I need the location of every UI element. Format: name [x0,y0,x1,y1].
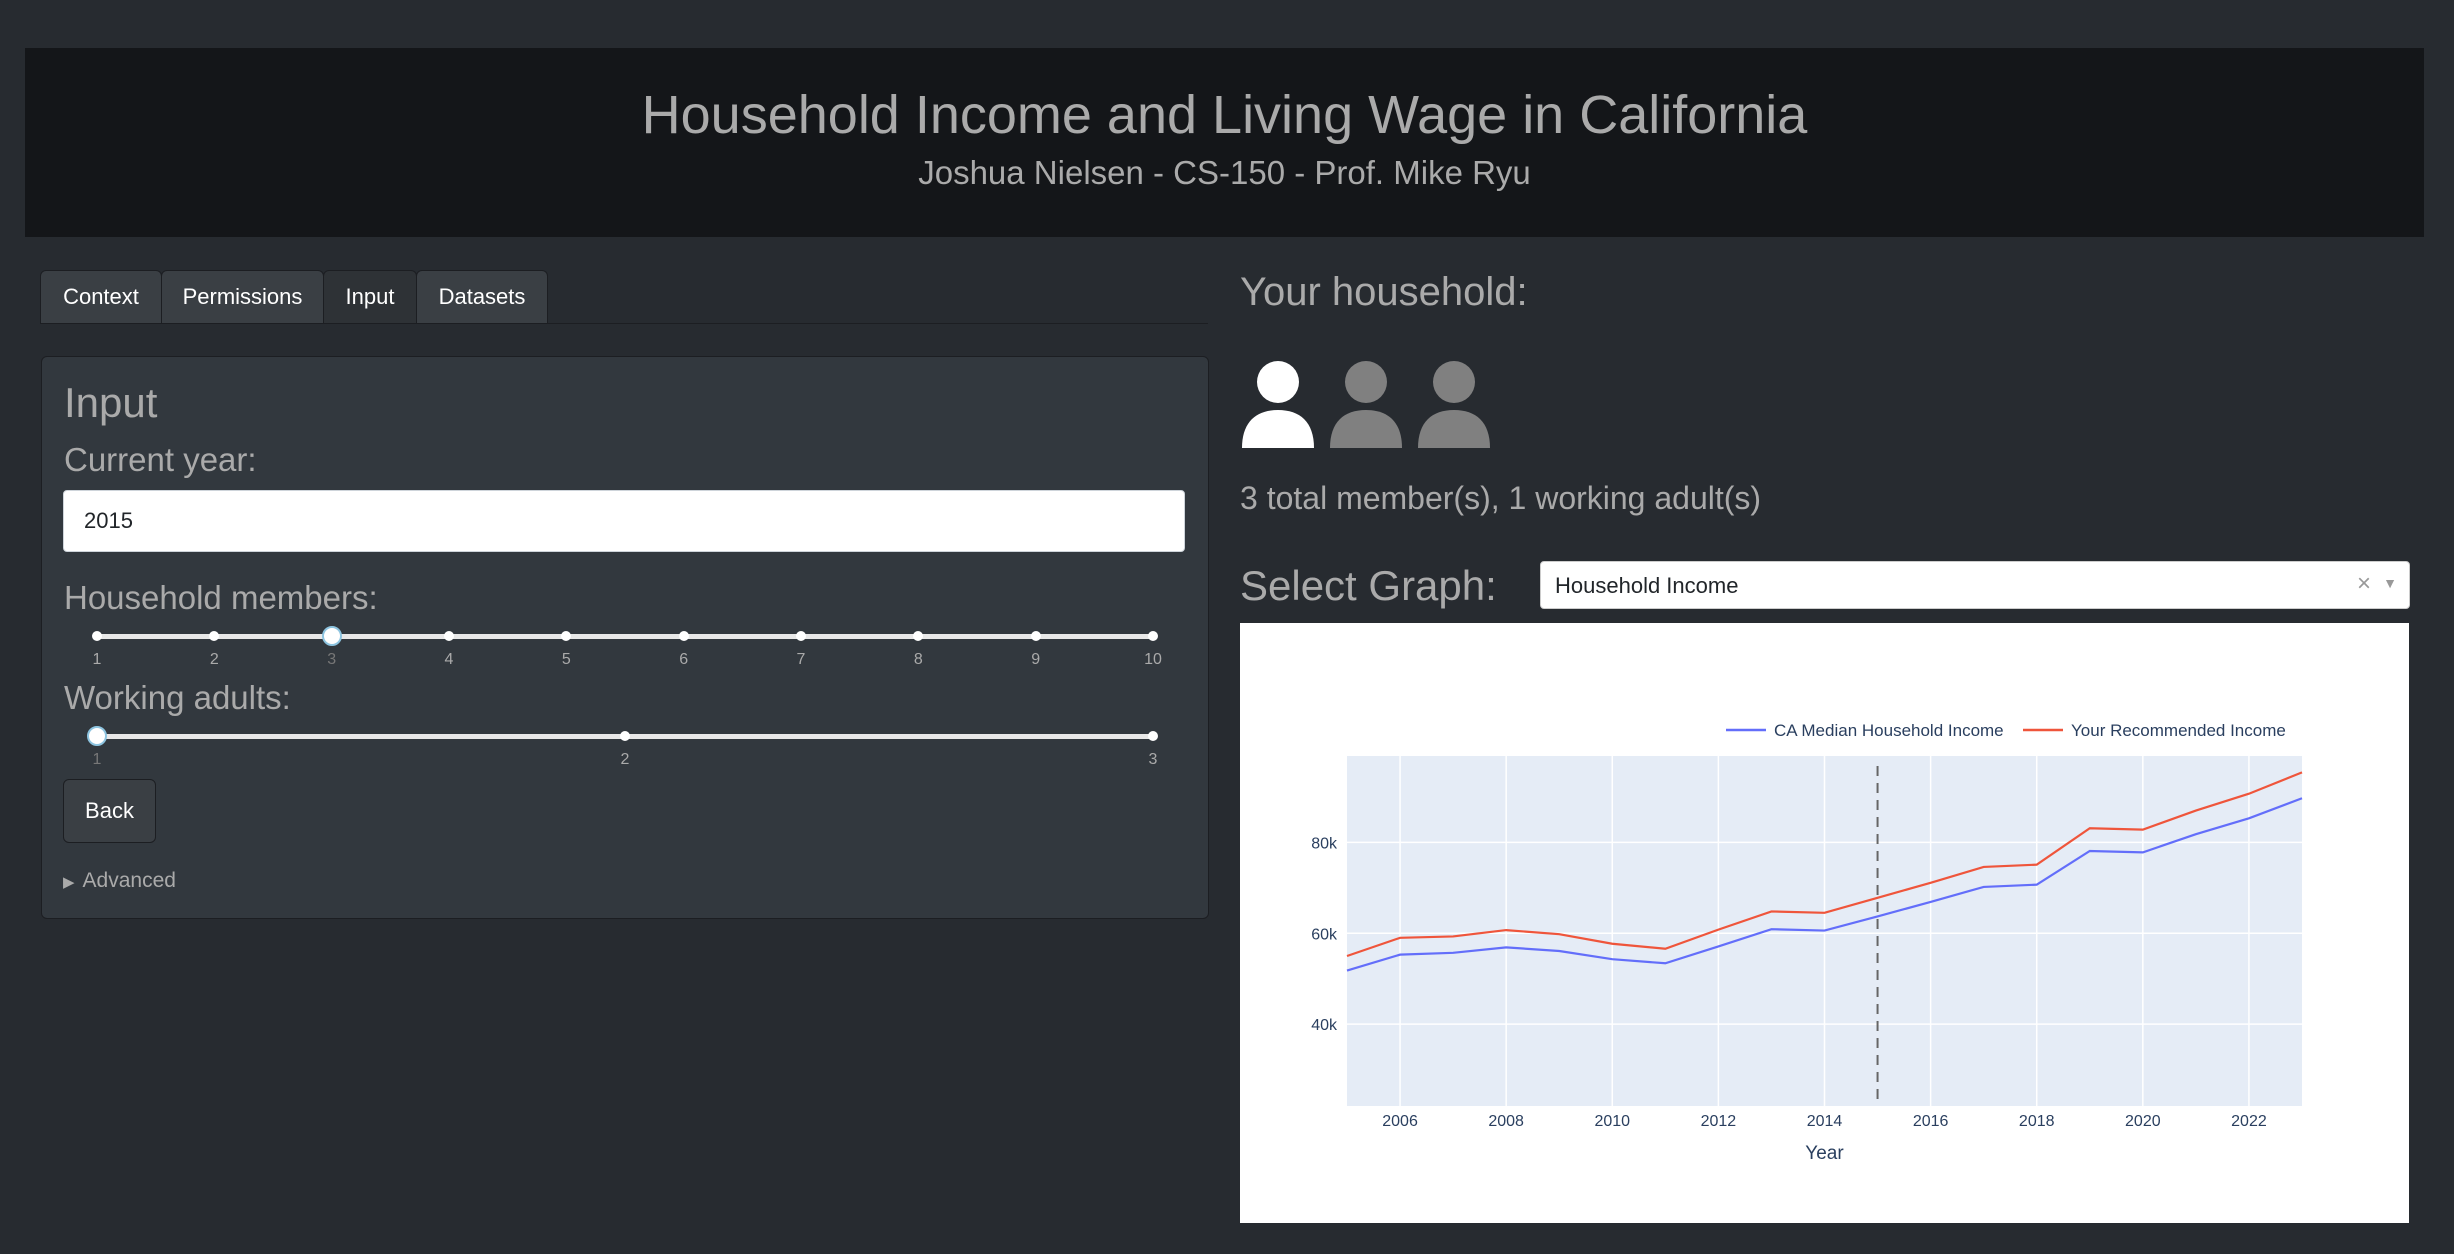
adults-slider-handle[interactable] [87,726,107,746]
tab-permissions[interactable]: Permissions [161,270,324,323]
input-panel: Input Current year: 2015 Household membe… [41,356,1209,919]
x-tick-label: 2020 [2125,1113,2161,1130]
y-tick-label: 60k [1311,926,1338,943]
x-tick-label: 2022 [2231,1113,2267,1130]
tab-input[interactable]: Input [323,270,417,323]
person-icon [1328,360,1404,450]
members-slider-step-dot[interactable] [1148,631,1158,641]
members-slider-step-dot[interactable] [92,631,102,641]
series-line-median-income[interactable] [1346,797,2303,972]
x-tick-label: 2018 [2019,1113,2055,1130]
legend-item-median-income[interactable]: CA Median Household Income [1774,721,2004,740]
x-tick-label: 2008 [1488,1113,1524,1130]
input-heading: Input [64,379,158,426]
series-line-recommended-income[interactable] [1346,771,2303,958]
y-tick-label: 80k [1311,835,1338,852]
members-slider-step-dot[interactable] [796,631,806,641]
members-slider-step-dot[interactable] [561,631,572,641]
adults-slider-step-dot[interactable] [1148,731,1158,741]
members-slider-track[interactable] [97,634,1153,639]
members-slider-tick-label: 8 [913,651,923,668]
person-icon [1416,360,1492,450]
members-label: Household members: [64,579,378,616]
back-button[interactable]: Back [63,779,156,843]
member-summary: 3 total member(s), 1 working adult(s) [1240,480,1762,516]
page-title: Household Income and Living Wage in Cali… [641,85,1808,145]
x-tick-label: 2010 [1594,1113,1630,1130]
members-slider-tick-label: 2 [209,651,219,668]
adults-slider-step-dot[interactable] [620,731,630,741]
members-slider-tick-label: 1 [92,651,102,668]
members-slider-tick-label: 5 [561,651,571,668]
app-header: Household Income and Living Wage in Cali… [25,48,2424,237]
household-income-chart[interactable]: 2006 2008 2010 2012 2014 2016 2018 2020 2022 40k 6… [1240,623,2409,1223]
adults-slider-tick-label: 1 [92,751,102,768]
graph-select[interactable]: Household Income × ▼ [1540,561,2410,609]
year-input[interactable]: 2015 [63,490,1185,552]
x-tick-label: 2014 [1807,1113,1843,1130]
chevron-down-icon[interactable]: ▼ [2383,575,2397,591]
members-slider-tick-label: 7 [796,651,806,668]
triangle-right-icon: ▶ [63,874,75,891]
graph-select-value: Household Income [1555,573,1739,598]
members-slider-step-dot[interactable] [209,631,220,641]
tab-datasets[interactable]: Datasets [416,270,548,323]
members-slider-step-dot[interactable] [678,631,689,641]
advanced-label: Advanced [82,869,176,892]
x-tick-label: 2006 [1382,1113,1418,1130]
x-tick-label: 2012 [1701,1113,1737,1130]
adults-slider-tick-label: 3 [1148,751,1158,768]
adults-slider-tick-label: 2 [620,751,630,768]
members-slider-step-dot[interactable] [913,631,924,641]
legend-item-recommended-income[interactable]: Your Recommended Income [2071,721,2286,740]
x-axis-title: Year [1805,1143,1844,1164]
clear-icon[interactable]: × [2356,570,2371,597]
adults-label: Working adults: [64,679,291,716]
members-slider-tick-label: 10 [1144,651,1162,668]
tab-context[interactable]: Context [40,270,162,323]
members-slider-step-dot[interactable] [444,631,454,641]
page-subtitle: Joshua Nielsen - CS-150 - Prof. Mike Ryu [918,154,1531,191]
select-graph-label: Select Graph: [1240,562,1497,609]
members-slider[interactable]: 1 2 3 4 5 6 7 8 9 10 [42,626,1208,684]
tab-divider [40,323,1208,324]
advanced-toggle[interactable]: ▶ Advanced [63,869,176,893]
members-slider-tick-label: 4 [444,651,454,668]
x-tick-label: 2016 [1913,1113,1949,1130]
y-tick-label: 40k [1311,1017,1338,1034]
adults-slider[interactable]: 1 2 3 [42,726,1208,784]
household-title: Your household: [1240,270,1528,314]
members-slider-tick-label: 9 [1031,651,1041,668]
chart-container: 2006 2008 2010 2012 2014 2016 2018 2020 2022 40k 6… [1240,623,2409,1223]
members-slider-tick-label: 6 [679,651,689,668]
year-label: Current year: [64,441,257,478]
members-slider-step-dot[interactable] [1030,631,1041,641]
members-slider-tick-label: 3 [327,651,337,668]
members-slider-handle[interactable] [321,626,342,646]
person-icon-working [1240,360,1316,450]
